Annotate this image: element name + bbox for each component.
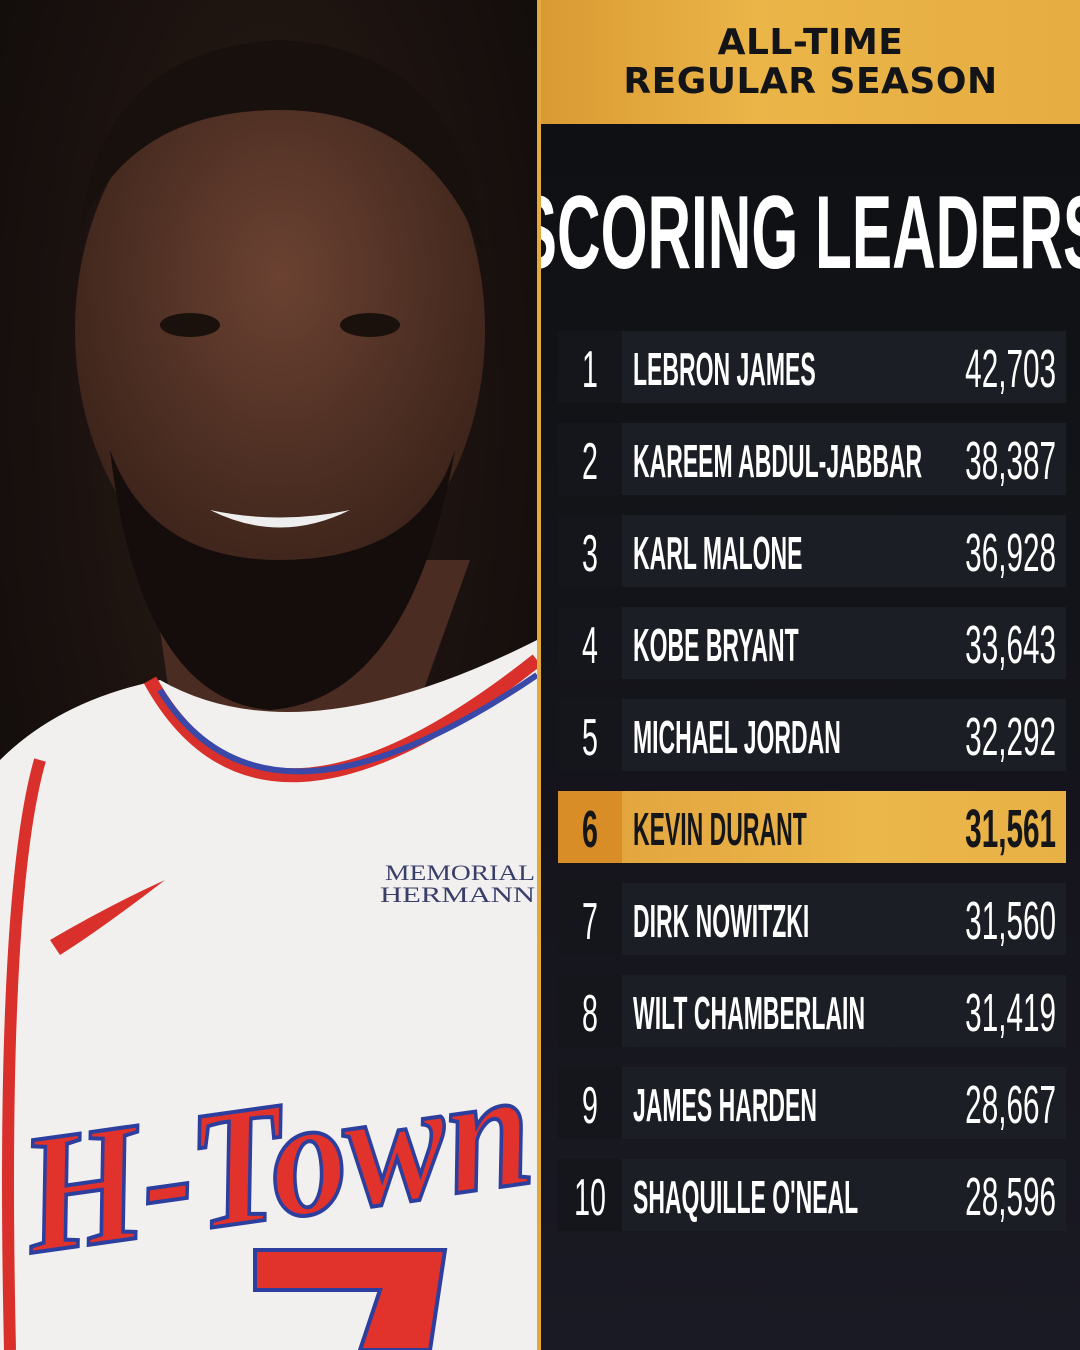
points: 28,667 [965,1076,1056,1135]
leader-row-graphic: 2 KAREEM ABDUL-JABBAR 38,387 [558,423,1056,495]
player-name: KEVIN DURANT [633,803,807,855]
leader-row: 10 SHAQUILLE O'NEAL 28,596 [558,1159,1066,1231]
header-line-1: ALL-TIME [717,22,904,63]
leader-row: 7 DIRK NOWITZKI 31,560 [558,883,1066,955]
leader-row-highlighted: 6 KEVIN DURANT 31,561 [558,791,1066,863]
points: 38,387 [965,432,1056,491]
svg-text:HERMANN: HERMANN [380,882,535,907]
player-name: MICHAEL JORDAN [633,711,841,763]
leader-row: 3 KARL MALONE 36,928 [558,515,1066,587]
points: 31,561 [965,800,1056,859]
leader-row: 1 LEBRON JAMES 42,703 [558,331,1066,403]
rank: 1 [582,340,598,398]
leader-row-graphic: 4 KOBE BRYANT 33,643 [558,607,1056,679]
rank: 7 [582,892,598,950]
rank: 5 [582,708,598,766]
rank-cell [558,1067,622,1139]
player-name: KARL MALONE [633,527,802,579]
leader-row-graphic: 9 JAMES HARDEN 28,667 [558,1067,1056,1139]
leader-row: 9 JAMES HARDEN 28,667 [558,1067,1066,1139]
leader-row: 4 KOBE BRYANT 33,643 [558,607,1066,679]
points: 31,419 [965,984,1056,1043]
leader-row-graphic: 6 KEVIN DURANT 31,561 [558,791,1056,863]
player-name: SHAQUILLE O'NEAL [633,1171,858,1223]
rank-cell [558,607,622,679]
points: 32,292 [965,708,1056,767]
player-name: KAREEM ABDUL-JABBAR [633,435,922,487]
points: 28,596 [965,1168,1056,1227]
leader-row-graphic: 1 LEBRON JAMES 42,703 [558,331,1056,403]
player-name: WILT CHAMBERLAIN [633,987,865,1039]
leader-row: 8 WILT CHAMBERLAIN 31,419 [558,975,1066,1047]
header-line-2: REGULAR SEASON [623,61,998,102]
rank-cell [558,1159,622,1231]
rank-cell [558,331,622,403]
rank-cell [558,515,622,587]
rank: 10 [574,1168,606,1226]
leader-row-graphic: 7 DIRK NOWITZKI 31,560 [558,883,1056,955]
player-name: DIRK NOWITZKI [633,895,809,947]
leader-row-graphic: 5 MICHAEL JORDAN 32,292 [558,699,1056,771]
page-title-text: SCORING LEADERS [541,175,1080,290]
page-title: SCORING LEADERS [541,175,1080,290]
player-name: LEBRON JAMES [633,343,816,395]
leader-row: 2 KAREEM ABDUL-JABBAR 38,387 [558,423,1066,495]
rank: 3 [582,524,598,582]
leader-row-graphic: 3 KARL MALONE 36,928 [558,515,1056,587]
rank: 6 [582,800,598,858]
rank: 2 [582,432,598,490]
rank-cell [558,699,622,771]
rank-cell [558,423,622,495]
svg-text:MEMORIAL: MEMORIAL [385,860,535,885]
rank-cell [558,975,622,1047]
rank-cell [558,791,622,863]
points: 31,560 [965,892,1056,951]
points: 36,928 [965,524,1056,583]
player-name: JAMES HARDEN [633,1079,817,1131]
leader-row-graphic: 8 WILT CHAMBERLAIN 31,419 [558,975,1056,1047]
rank: 4 [582,616,598,674]
rank-cell [558,883,622,955]
rank: 8 [582,984,598,1042]
player-name: KOBE BRYANT [633,619,799,671]
points: 33,643 [965,616,1056,675]
rank: 9 [582,1076,598,1134]
header-banner: ALL-TIME REGULAR SEASON [541,0,1080,124]
leader-row-graphic: 10 SHAQUILLE O'NEAL 28,596 [558,1159,1056,1231]
leaderboard-panel: ALL-TIME REGULAR SEASON SCORING LEADERS … [537,0,1080,1350]
player-photo: MEMORIAL HERMANN H-Town [0,0,537,1350]
leader-row: 5 MICHAEL JORDAN 32,292 [558,699,1066,771]
points: 42,703 [965,340,1056,399]
swoosh-logo-icon [50,880,165,955]
